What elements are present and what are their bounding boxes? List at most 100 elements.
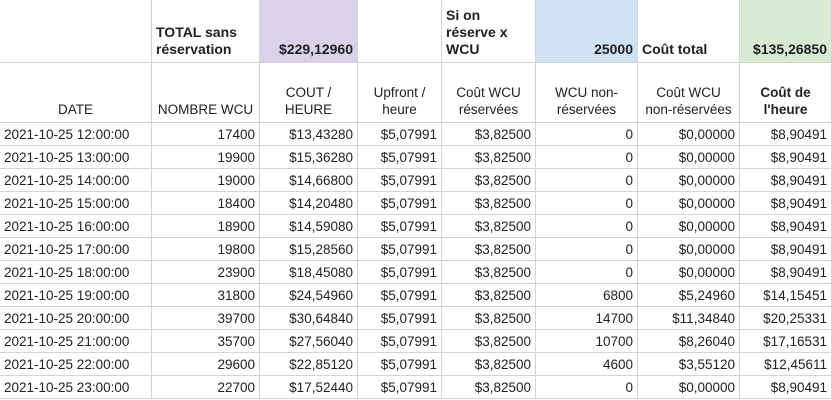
wcu-non-reservees-cell[interactable]: 10700 [536, 330, 638, 353]
cout-reservees-cell[interactable]: $3,82500 [442, 192, 536, 215]
cout-non-reservees-cell[interactable]: $8,26040 [638, 330, 740, 353]
cout-heure-cell[interactable]: $14,20480 [260, 192, 358, 215]
cout-non-reservees-cell[interactable]: $0,00000 [638, 192, 740, 215]
header-cout-wcu-reservees[interactable]: Coût WCU réservées [442, 63, 536, 123]
cout-heure-cell[interactable]: $17,52440 [260, 376, 358, 399]
cout-non-reservees-cell[interactable]: $3,55120 [638, 353, 740, 376]
total-label-cell[interactable]: TOTAL sans réservation [152, 0, 260, 63]
cout-heure-cell[interactable]: $15,36280 [260, 146, 358, 169]
header-cout-heure[interactable]: COUT / HEURE [260, 63, 358, 123]
cout-heure-cell[interactable]: $14,66800 [260, 169, 358, 192]
upfront-cell[interactable]: $5,07991 [358, 353, 442, 376]
upfront-cell[interactable]: $5,07991 [358, 238, 442, 261]
date-cell[interactable]: 2021-10-25 18:00:00 [0, 261, 152, 284]
cout-reservees-cell[interactable]: $3,82500 [442, 169, 536, 192]
wcu-non-reservees-cell[interactable]: 6800 [536, 284, 638, 307]
cout-non-reservees-cell[interactable]: $11,34840 [638, 307, 740, 330]
cout-non-reservees-cell[interactable]: $0,00000 [638, 169, 740, 192]
upfront-cell[interactable]: $5,07991 [358, 376, 442, 399]
cout-heure-total-cell[interactable]: $8,90491 [740, 123, 832, 146]
cout-non-reservees-cell[interactable]: $0,00000 [638, 261, 740, 284]
wcu-cell[interactable]: 19000 [152, 169, 260, 192]
date-cell[interactable]: 2021-10-25 20:00:00 [0, 307, 152, 330]
cout-heure-cell[interactable]: $13,43280 [260, 123, 358, 146]
cout-heure-total-cell[interactable]: $14,15451 [740, 284, 832, 307]
upfront-cell[interactable]: $5,07991 [358, 261, 442, 284]
wcu-cell[interactable]: 18400 [152, 192, 260, 215]
reserve-label-cell[interactable]: Si on réserve x WCU [442, 0, 536, 63]
cout-heure-cell[interactable]: $22,85120 [260, 353, 358, 376]
header-date[interactable]: DATE [0, 63, 152, 123]
wcu-cell[interactable]: 22700 [152, 376, 260, 399]
date-cell[interactable]: 2021-10-25 13:00:00 [0, 146, 152, 169]
wcu-cell[interactable]: 31800 [152, 284, 260, 307]
cout-reservees-cell[interactable]: $3,82500 [442, 123, 536, 146]
upfront-cell[interactable]: $5,07991 [358, 192, 442, 215]
header-cout-de-l-heure[interactable]: Coût de l'heure [740, 63, 832, 123]
date-cell[interactable]: 2021-10-25 12:00:00 [0, 123, 152, 146]
upfront-cell[interactable]: $5,07991 [358, 330, 442, 353]
wcu-cell[interactable]: 19800 [152, 238, 260, 261]
cout-heure-cell[interactable]: $14,59080 [260, 215, 358, 238]
wcu-non-reservees-cell[interactable]: 0 [536, 169, 638, 192]
cout-non-reservees-cell[interactable]: $5,24960 [638, 284, 740, 307]
wcu-non-reservees-cell[interactable]: 14700 [536, 307, 638, 330]
date-cell[interactable]: 2021-10-25 15:00:00 [0, 192, 152, 215]
summary-empty-cell[interactable] [358, 0, 442, 63]
date-cell[interactable]: 2021-10-25 22:00:00 [0, 353, 152, 376]
cout-heure-total-cell[interactable]: $8,90491 [740, 146, 832, 169]
upfront-cell[interactable]: $5,07991 [358, 123, 442, 146]
summary-empty-cell[interactable] [0, 0, 152, 63]
cout-heure-cell[interactable]: $30,64840 [260, 307, 358, 330]
cout-non-reservees-cell[interactable]: $0,00000 [638, 376, 740, 399]
cout-heure-total-cell[interactable]: $8,90491 [740, 238, 832, 261]
cout-reservees-cell[interactable]: $3,82500 [442, 215, 536, 238]
wcu-cell[interactable]: 35700 [152, 330, 260, 353]
cout-non-reservees-cell[interactable]: $0,00000 [638, 146, 740, 169]
wcu-non-reservees-cell[interactable]: 0 [536, 123, 638, 146]
cout-heure-total-cell[interactable]: $17,16531 [740, 330, 832, 353]
cout-reservees-cell[interactable]: $3,82500 [442, 330, 536, 353]
cout-reservees-cell[interactable]: $3,82500 [442, 376, 536, 399]
cout-reservees-cell[interactable]: $3,82500 [442, 261, 536, 284]
wcu-non-reservees-cell[interactable]: 0 [536, 215, 638, 238]
wcu-non-reservees-cell[interactable]: 0 [536, 238, 638, 261]
date-cell[interactable]: 2021-10-25 16:00:00 [0, 215, 152, 238]
wcu-cell[interactable]: 29600 [152, 353, 260, 376]
cout-reservees-cell[interactable]: $3,82500 [442, 238, 536, 261]
cout-reservees-cell[interactable]: $3,82500 [442, 353, 536, 376]
wcu-non-reservees-cell[interactable]: 0 [536, 376, 638, 399]
wcu-non-reservees-cell[interactable]: 0 [536, 261, 638, 284]
wcu-non-reservees-cell[interactable]: 4600 [536, 353, 638, 376]
cout-non-reservees-cell[interactable]: $0,00000 [638, 123, 740, 146]
cout-reservees-cell[interactable]: $3,82500 [442, 307, 536, 330]
upfront-cell[interactable]: $5,07991 [358, 215, 442, 238]
total-value-cell[interactable]: $229,12960 [260, 0, 358, 63]
cout-reservees-cell[interactable]: $3,82500 [442, 146, 536, 169]
cout-heure-cell[interactable]: $27,56040 [260, 330, 358, 353]
date-cell[interactable]: 2021-10-25 17:00:00 [0, 238, 152, 261]
cout-non-reservees-cell[interactable]: $0,00000 [638, 238, 740, 261]
cout-heure-total-cell[interactable]: $8,90491 [740, 215, 832, 238]
cout-reservees-cell[interactable]: $3,82500 [442, 284, 536, 307]
reserve-value-cell[interactable]: 25000 [536, 0, 638, 63]
wcu-cell[interactable]: 18900 [152, 215, 260, 238]
cout-heure-total-cell[interactable]: $8,90491 [740, 376, 832, 399]
cout-heure-total-cell[interactable]: $12,45611 [740, 353, 832, 376]
cout-heure-total-cell[interactable]: $20,25331 [740, 307, 832, 330]
header-wcu-non-reservees[interactable]: WCU non-réservées [536, 63, 638, 123]
header-upfront-heure[interactable]: Upfront / heure [358, 63, 442, 123]
cost-total-label-cell[interactable]: Coût total [638, 0, 740, 63]
header-cout-wcu-non-reservees[interactable]: Coût WCU non-réservées [638, 63, 740, 123]
cout-heure-total-cell[interactable]: $8,90491 [740, 192, 832, 215]
date-cell[interactable]: 2021-10-25 19:00:00 [0, 284, 152, 307]
cost-total-value-cell[interactable]: $135,26850 [740, 0, 832, 63]
cout-heure-cell[interactable]: $18,45080 [260, 261, 358, 284]
cout-heure-cell[interactable]: $15,28560 [260, 238, 358, 261]
wcu-non-reservees-cell[interactable]: 0 [536, 146, 638, 169]
wcu-cell[interactable]: 17400 [152, 123, 260, 146]
wcu-cell[interactable]: 23900 [152, 261, 260, 284]
cout-heure-total-cell[interactable]: $8,90491 [740, 261, 832, 284]
upfront-cell[interactable]: $5,07991 [358, 307, 442, 330]
cout-heure-cell[interactable]: $24,54960 [260, 284, 358, 307]
